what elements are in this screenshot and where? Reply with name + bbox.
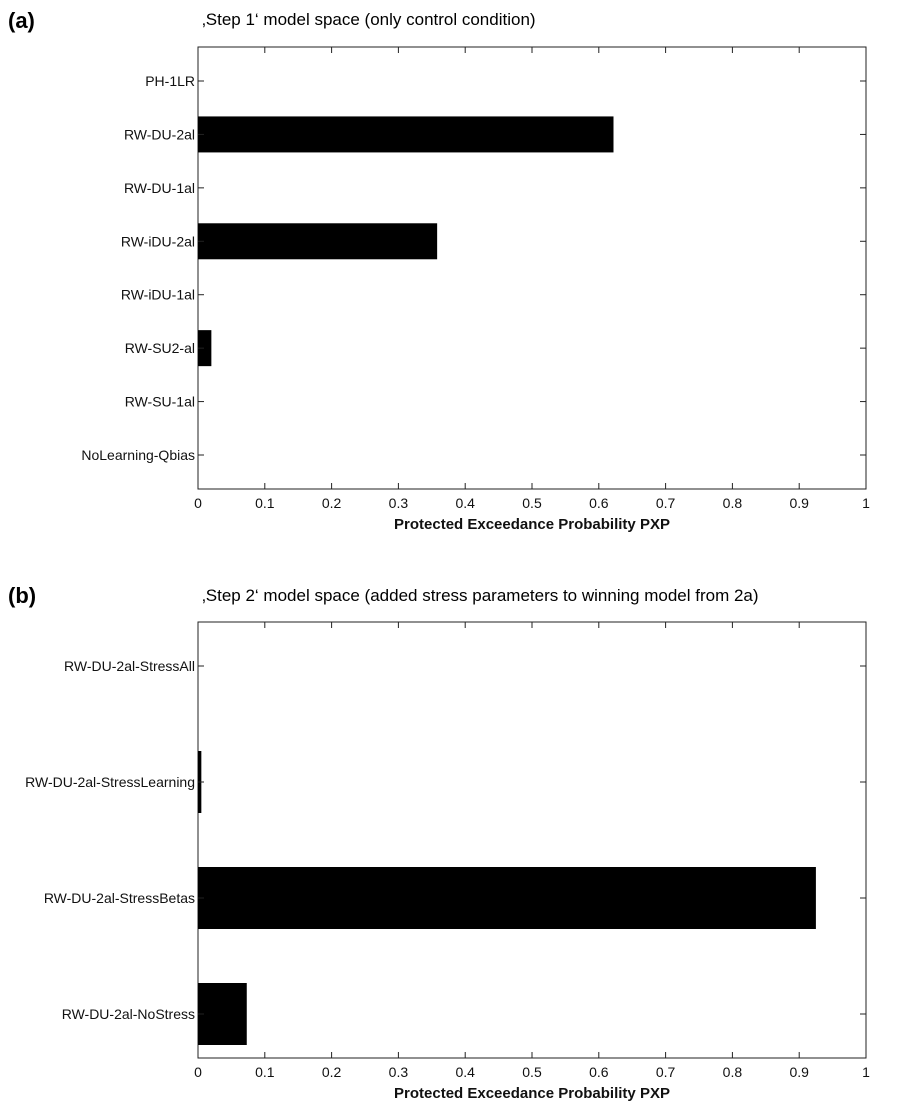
x-tick-label-b-3: 0.3 [389,1064,409,1080]
x-tick-label-a-5: 0.5 [522,495,542,511]
x-tick-label-a-10: 1 [862,495,870,511]
chart-title-b: ‚Step 2‘ model space (added stress param… [202,586,759,605]
x-tick-label-b-2: 0.2 [322,1064,342,1080]
category-label-a-6: RW-SU-1al [125,394,195,410]
bar-chart-b: 0 0.1 0.2 0.3 0.4 0.5 0.6 0.7 0.8 0.9 1 RW-DU-2al-S… [25,621,870,1102]
x-tick-label-a-9: 0.9 [789,495,809,511]
x-tick-label-a-2: 0.2 [322,495,342,511]
category-label-a-0: PH-1LR [145,73,195,89]
x-tick-label-b-7: 0.7 [656,1064,676,1080]
x-tick-label-a-6: 0.6 [589,495,609,511]
x-tick-label-a-3: 0.3 [389,495,409,511]
category-label-a-7: NoLearning-Qbias [81,447,195,463]
panel-label-b: (b) [8,583,37,608]
category-label-a-5: RW-SU2-al [125,340,195,356]
x-tick-label-a-0: 0 [194,495,202,511]
x-tick-label-b-0: 0 [194,1064,202,1080]
x-tick-label-b-10: 1 [862,1064,870,1080]
category-label-b-1: RW-DU-2al-StressLearning [25,774,195,790]
category-label-a-4: RW-iDU-1al [121,287,195,303]
category-label-a-2: RW-DU-1al [124,180,195,196]
bar-b-2 [198,867,816,929]
category-label-a-1: RW-DU-2al [124,126,195,142]
x-tick-label-b-6: 0.6 [589,1064,609,1080]
plot-frame-a [197,46,867,490]
x-axis-title-b: Protected Exceedance Probability PXP [394,1085,670,1102]
category-label-a-3: RW-iDU-2al [121,233,195,249]
x-tick-label-a-1: 0.1 [255,495,275,511]
x-tick-label-b-9: 0.9 [789,1064,809,1080]
x-tick-label-b-5: 0.5 [522,1064,542,1080]
x-tick-label-b-4: 0.4 [455,1064,475,1080]
x-tick-label-a-8: 0.8 [723,495,743,511]
x-axis-title-a: Protected Exceedance Probability PXP [394,516,670,533]
panel-label-a: (a) [8,8,35,33]
x-tick-label-b-8: 0.8 [723,1064,743,1080]
x-tick-label-b-1: 0.1 [255,1064,275,1080]
bar-a-3 [198,223,438,260]
category-label-b-0: RW-DU-2al-StressAll [64,658,195,674]
category-label-b-3: RW-DU-2al-NoStress [62,1006,195,1022]
category-label-b-2: RW-DU-2al-StressBetas [44,890,195,906]
bar-a-1 [198,116,614,153]
plot-frame-b [197,621,867,1059]
chart-title-a: ‚Step 1‘ model space (only control condi… [202,10,536,29]
x-tick-label-a-4: 0.4 [455,495,475,511]
bar-chart-a: 0 0.1 0.2 0.3 0.4 0.5 0.6 0.7 0.8 0.9 1 PH-1LR RW-DU… [81,46,870,533]
x-tick-label-a-7: 0.7 [656,495,676,511]
bar-a-5 [198,330,212,367]
bar-b-3 [198,983,247,1045]
